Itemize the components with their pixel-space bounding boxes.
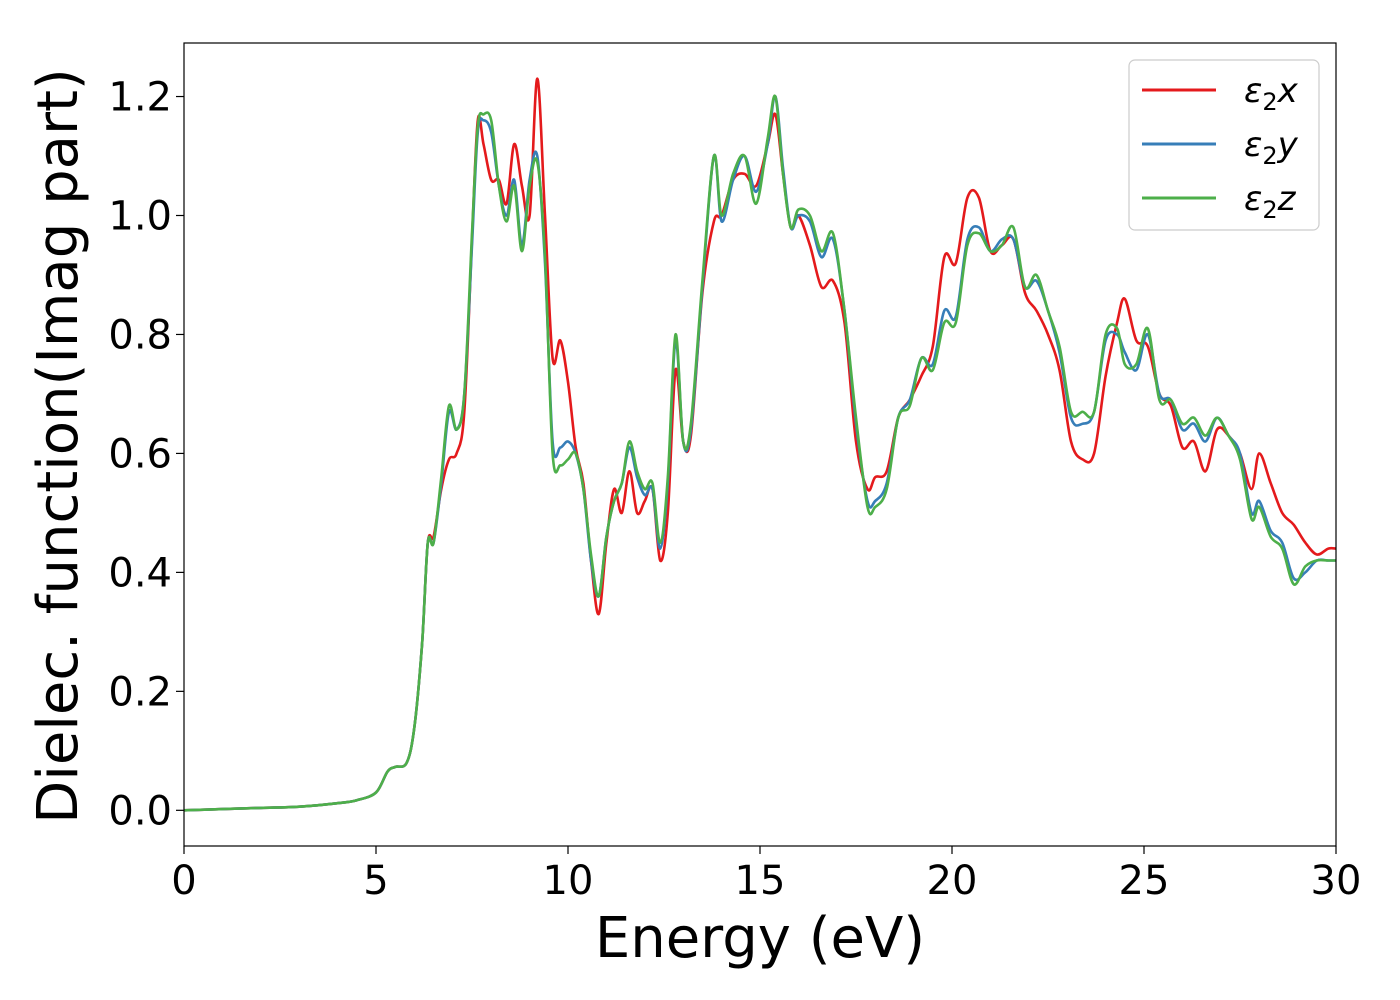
legend-label-1: ε2y: [1244, 125, 1299, 170]
y-tick-label: 0.6: [108, 431, 172, 477]
series-line-2: [183, 94, 1336, 812]
x-tick-label: 0: [171, 858, 196, 904]
y-tick-label: 0.0: [108, 788, 172, 834]
y-tick-label: 1.2: [108, 75, 172, 121]
x-axis-title: Energy (eV): [595, 906, 925, 971]
x-tick-label: 15: [735, 858, 786, 904]
y-axis: 0.0 0.2 0.4 0.6 0.8 1.0 1.2: [108, 75, 184, 834]
x-tick-label: 25: [1119, 858, 1170, 904]
y-tick-label: 0.2: [108, 669, 172, 715]
x-tick-label: 10: [543, 858, 594, 904]
legend-box: [1128, 59, 1320, 231]
legend-label-2: ε2z: [1244, 179, 1297, 224]
y-axis-title: Dielec. function(Imag part): [26, 68, 91, 824]
y-tick-label: 0.8: [108, 312, 172, 358]
legend-label-0: ε2x: [1244, 71, 1299, 116]
series-layer: [183, 77, 1337, 812]
x-tick-label: 30: [1311, 858, 1362, 904]
x-tick-label: 5: [363, 858, 388, 904]
legend: ε2x ε2y ε2z: [1128, 59, 1320, 231]
x-axis: 0 5 10 15 20 25 30: [171, 846, 1361, 904]
x-tick-label: 20: [927, 858, 978, 904]
y-tick-label: 1.0: [108, 193, 172, 239]
y-tick-label: 0.4: [108, 550, 172, 596]
